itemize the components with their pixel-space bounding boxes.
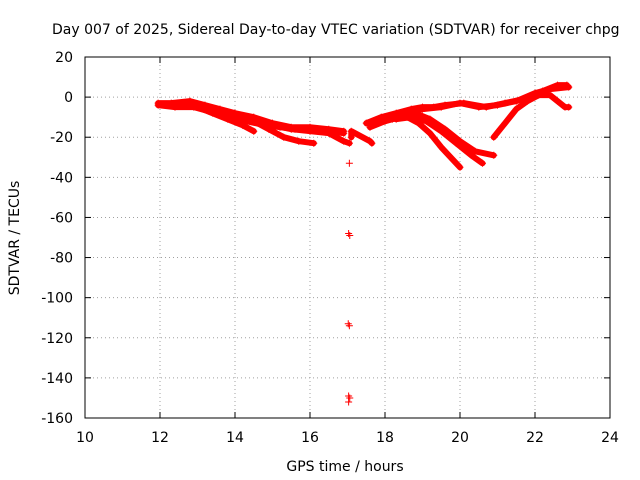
y-axis-title: SDTVAR / TECUs bbox=[7, 181, 23, 296]
y-tick-label: -40 bbox=[50, 170, 73, 186]
y-tick-label: -120 bbox=[41, 331, 73, 347]
x-tick-label: 12 bbox=[151, 430, 169, 446]
y-tick-label: -80 bbox=[50, 251, 73, 267]
y-tick-label: -20 bbox=[50, 130, 73, 146]
x-tick-label: 16 bbox=[301, 430, 319, 446]
y-tick-label: 20 bbox=[55, 50, 73, 66]
y-tick-label: -60 bbox=[50, 210, 73, 226]
chart: 10 12 14 16 18 20 22 24 20 0 -20 -40 -60 -80 -100 -120 -… bbox=[0, 0, 640, 480]
x-tick-label: 18 bbox=[376, 430, 394, 446]
y-tick-label: -160 bbox=[41, 411, 73, 427]
x-tick-label: 20 bbox=[451, 430, 469, 446]
chart-title: Day 007 of 2025, Sidereal Day-to-day VTE… bbox=[52, 22, 620, 38]
chart-background bbox=[0, 0, 640, 480]
y-tick-label: -140 bbox=[41, 371, 73, 387]
x-tick-label: 24 bbox=[601, 430, 619, 446]
y-tick-label: -100 bbox=[41, 291, 73, 307]
y-tick-label: 0 bbox=[64, 90, 73, 106]
x-tick-label: 22 bbox=[526, 430, 544, 446]
x-tick-label: 10 bbox=[76, 430, 94, 446]
x-tick-label: 14 bbox=[226, 430, 244, 446]
x-axis-title: GPS time / hours bbox=[286, 459, 403, 475]
